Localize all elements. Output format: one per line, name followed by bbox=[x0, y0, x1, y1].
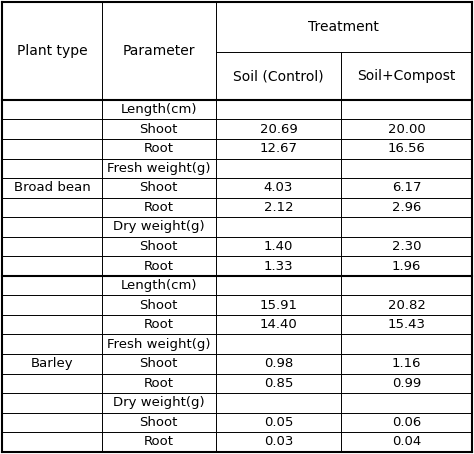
Text: Fresh weight(g): Fresh weight(g) bbox=[107, 162, 210, 175]
Text: Plant type: Plant type bbox=[17, 44, 87, 58]
Text: 15.43: 15.43 bbox=[387, 318, 426, 331]
Text: Shoot: Shoot bbox=[140, 416, 178, 429]
Text: 0.06: 0.06 bbox=[392, 416, 421, 429]
Text: Barley: Barley bbox=[31, 357, 73, 370]
Text: Root: Root bbox=[144, 435, 174, 449]
Text: 20.00: 20.00 bbox=[388, 123, 425, 136]
Text: Length(cm): Length(cm) bbox=[120, 279, 197, 292]
Text: Root: Root bbox=[144, 201, 174, 214]
Text: 1.16: 1.16 bbox=[392, 357, 421, 370]
Text: 6.17: 6.17 bbox=[392, 181, 421, 194]
Text: Shoot: Shoot bbox=[140, 299, 178, 311]
Text: Shoot: Shoot bbox=[140, 357, 178, 370]
Text: 1.40: 1.40 bbox=[264, 240, 293, 253]
Text: Dry weight(g): Dry weight(g) bbox=[113, 221, 205, 233]
Text: 1.96: 1.96 bbox=[392, 260, 421, 272]
Text: 12.67: 12.67 bbox=[259, 142, 298, 155]
Text: Broad bean: Broad bean bbox=[14, 181, 91, 194]
Text: 0.99: 0.99 bbox=[392, 377, 421, 390]
Text: 0.85: 0.85 bbox=[264, 377, 293, 390]
Text: Shoot: Shoot bbox=[140, 123, 178, 136]
Text: Length(cm): Length(cm) bbox=[120, 103, 197, 116]
Text: Parameter: Parameter bbox=[123, 44, 195, 58]
Text: 0.05: 0.05 bbox=[264, 416, 293, 429]
Text: Shoot: Shoot bbox=[140, 181, 178, 194]
Text: Root: Root bbox=[144, 260, 174, 272]
Text: 2.30: 2.30 bbox=[392, 240, 421, 253]
Text: Dry weight(g): Dry weight(g) bbox=[113, 396, 205, 410]
Text: 20.69: 20.69 bbox=[260, 123, 297, 136]
Text: Shoot: Shoot bbox=[140, 240, 178, 253]
Text: 14.40: 14.40 bbox=[260, 318, 297, 331]
Text: 20.82: 20.82 bbox=[388, 299, 425, 311]
Text: 2.96: 2.96 bbox=[392, 201, 421, 214]
Text: 16.56: 16.56 bbox=[388, 142, 425, 155]
Text: Root: Root bbox=[144, 318, 174, 331]
Text: 15.91: 15.91 bbox=[259, 299, 298, 311]
Text: Treatment: Treatment bbox=[308, 20, 379, 34]
Text: 2.12: 2.12 bbox=[264, 201, 293, 214]
Text: 4.03: 4.03 bbox=[264, 181, 293, 194]
Text: 0.03: 0.03 bbox=[264, 435, 293, 449]
Text: 1.33: 1.33 bbox=[264, 260, 293, 272]
Text: Fresh weight(g): Fresh weight(g) bbox=[107, 338, 210, 351]
Text: Soil (Control): Soil (Control) bbox=[233, 69, 324, 83]
Text: 0.04: 0.04 bbox=[392, 435, 421, 449]
Text: Root: Root bbox=[144, 142, 174, 155]
Text: Soil+Compost: Soil+Compost bbox=[357, 69, 456, 83]
Text: Root: Root bbox=[144, 377, 174, 390]
Text: 0.98: 0.98 bbox=[264, 357, 293, 370]
